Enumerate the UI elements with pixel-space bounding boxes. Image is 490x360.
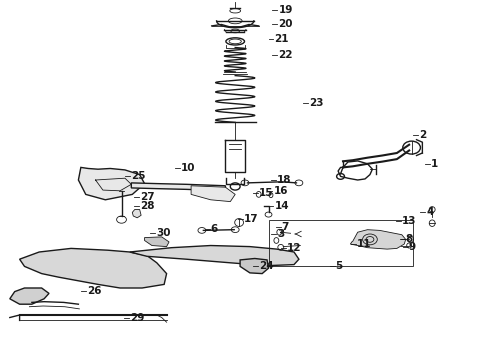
- Polygon shape: [130, 246, 299, 266]
- Polygon shape: [191, 186, 235, 202]
- Text: 1: 1: [431, 159, 439, 169]
- Polygon shape: [10, 288, 49, 304]
- Text: 16: 16: [273, 186, 288, 196]
- Text: 11: 11: [357, 239, 371, 249]
- Text: 18: 18: [277, 175, 292, 185]
- Polygon shape: [132, 210, 141, 218]
- Text: 3: 3: [277, 229, 284, 239]
- Text: 10: 10: [181, 163, 196, 174]
- Polygon shape: [145, 237, 169, 247]
- Polygon shape: [240, 258, 269, 274]
- Text: 19: 19: [278, 5, 293, 15]
- Text: 29: 29: [130, 312, 144, 323]
- Text: 28: 28: [140, 201, 154, 211]
- Text: 24: 24: [259, 261, 273, 271]
- Text: 26: 26: [87, 286, 102, 296]
- Text: 12: 12: [287, 243, 301, 253]
- Text: 23: 23: [309, 98, 323, 108]
- Text: 8: 8: [406, 234, 413, 244]
- Text: 13: 13: [402, 216, 416, 226]
- Text: 5: 5: [336, 261, 343, 271]
- Polygon shape: [78, 167, 145, 200]
- Bar: [269, 220, 413, 266]
- Text: 9: 9: [409, 242, 416, 252]
- Text: 14: 14: [274, 201, 289, 211]
- Polygon shape: [20, 248, 167, 288]
- Text: 21: 21: [274, 34, 289, 44]
- Text: 25: 25: [131, 171, 146, 181]
- Text: 15: 15: [259, 188, 273, 198]
- Text: 20: 20: [278, 19, 293, 30]
- Text: 4: 4: [426, 207, 434, 217]
- Text: 30: 30: [156, 228, 171, 238]
- Polygon shape: [131, 183, 225, 191]
- Text: 17: 17: [244, 214, 259, 224]
- Text: 27: 27: [140, 192, 154, 202]
- Polygon shape: [350, 230, 406, 249]
- Text: 2: 2: [419, 130, 426, 140]
- Text: 22: 22: [278, 50, 293, 60]
- Text: 7: 7: [282, 222, 289, 232]
- Text: 6: 6: [211, 224, 218, 234]
